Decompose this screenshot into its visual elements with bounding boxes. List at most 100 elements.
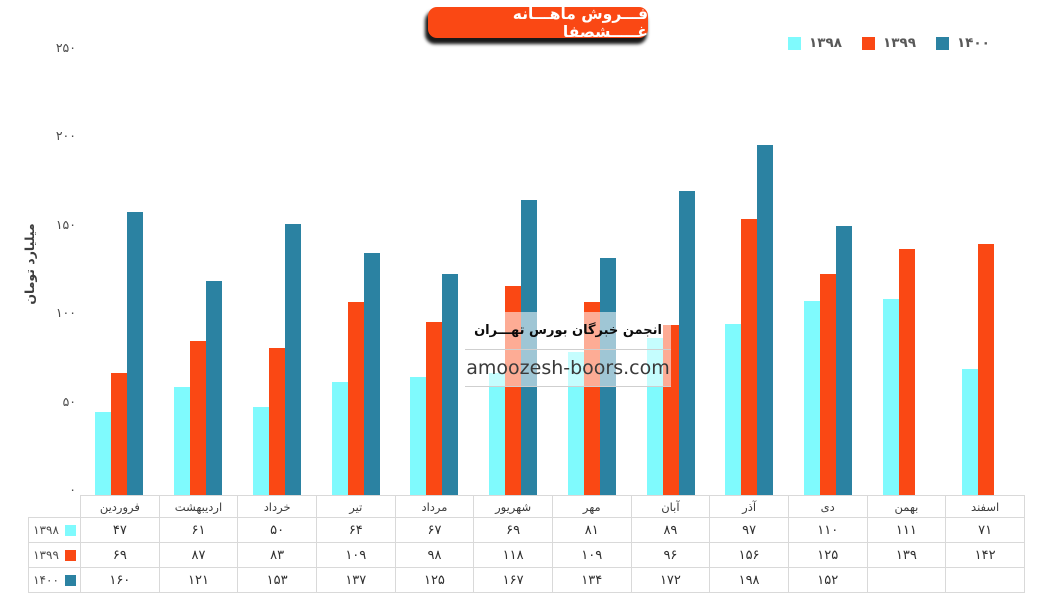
bar-1400-month-5: [442, 274, 459, 495]
table-cell-1398-month-9: ۹۷: [709, 517, 789, 543]
legend-label: ۱۴۰۰: [956, 35, 990, 51]
legend-swatch-icon: [861, 36, 875, 50]
watermark-divider: [465, 386, 671, 387]
table-cell-1400-month-11: [866, 567, 947, 593]
y-tick-label-100: ۱۰۰: [55, 305, 76, 321]
bar-1400-month-9: [757, 145, 774, 495]
bar-1399-month-10: [820, 274, 837, 495]
bar-group-9: [710, 53, 789, 495]
table-row-year-label: ۱۴۰۰: [33, 573, 59, 587]
bar-1399-month-11: [898, 249, 915, 495]
bar-1399-month-5: [426, 322, 443, 495]
table-cell-1399-month-6: ۱۱۸: [473, 542, 553, 568]
table-cell-1399-month-3: ۸۳: [237, 542, 317, 568]
table-cell-1399-month-2: ۸۷: [158, 542, 239, 568]
bar-1399-month-9: [741, 219, 758, 495]
bar-1400-month-1: [127, 212, 144, 495]
table-row-swatch-icon: [64, 524, 76, 536]
table-cell-1400-month-5: ۱۲۵: [394, 567, 475, 593]
table-row-header-1399: ۱۳۹۹: [28, 542, 81, 568]
bar-1399-month-4: [347, 302, 364, 495]
bar-1398-month-7: [567, 352, 584, 495]
bar-group-3: [238, 53, 317, 495]
table-cell-1400-month-1: ۱۶۰: [80, 567, 160, 593]
bar-group-6: [474, 53, 553, 495]
bar-group-5: [395, 53, 474, 495]
table-cell-1398-month-4: ۶۴: [315, 517, 396, 543]
bar-1398-month-6: [489, 373, 506, 495]
table-cell-1399-month-10: ۱۲۵: [787, 542, 868, 568]
table-month-header-4: تیر: [315, 495, 396, 518]
bar-group-11: [868, 53, 947, 495]
bar-group-7: [553, 53, 632, 495]
y-axis-title: میلیارد تومان: [22, 223, 37, 305]
table-row-swatch-icon: [64, 549, 76, 561]
bar-1398-month-3: [252, 407, 269, 495]
table-month-header-3: خرداد: [237, 495, 317, 518]
legend-swatch-icon: [788, 36, 801, 50]
bar-1400-month-4: [363, 253, 380, 495]
plot-area: [80, 53, 1025, 495]
table-cell-1398-month-5: ۶۷: [394, 517, 475, 543]
table-cell-1399-month-1: ۶۹: [80, 542, 160, 568]
table-cell-1400-month-12: [945, 567, 1025, 593]
table-cell-1399-month-4: ۱۰۹: [315, 542, 396, 568]
table-cell-1398-month-12: ۷۱: [945, 517, 1025, 543]
table-month-header-6: شهریور: [473, 495, 553, 518]
bar-1399-month-1: [111, 373, 128, 495]
table-cell-1400-month-10: ۱۵۲: [787, 567, 868, 593]
y-tick-label-0: ۰: [69, 482, 76, 497]
table-corner-blank: [29, 496, 81, 518]
bar-1400-month-2: [206, 281, 223, 495]
watermark-divider: [465, 349, 671, 350]
legend-label: ۱۳۹۸: [809, 35, 842, 51]
table-cell-1399-month-9: ۱۵۶: [709, 542, 789, 568]
table-cell-1399-month-5: ۹۸: [394, 542, 475, 568]
table-month-header-12: اسفند: [945, 495, 1025, 518]
watermark-url: amoozesh-boors.com: [466, 357, 670, 379]
table-month-header-1: فروردین: [80, 495, 160, 518]
bar-1399-month-12: [977, 244, 994, 495]
y-tick-label-150: ۱۵۰: [55, 216, 76, 232]
bar-1398-month-1: [95, 412, 112, 495]
y-tick-label-250: ۲۵۰: [55, 40, 76, 55]
legend-item-1399: ۱۳۹۹: [861, 35, 916, 51]
legend-swatch-icon: [935, 36, 949, 50]
table-cell-1398-month-6: ۶۹: [473, 517, 553, 543]
table-cell-1398-month-11: ۱۱۱: [866, 517, 947, 543]
legend-label: ۱۳۹۹: [882, 35, 916, 51]
table-cell-1398-month-8: ۸۹: [630, 517, 711, 543]
bar-1398-month-2: [174, 387, 191, 495]
table-row-year-label: ۱۳۹۸: [33, 523, 59, 537]
bar-1400-month-3: [284, 224, 301, 495]
table-month-header-9: آذر: [709, 495, 789, 518]
table-cell-1398-month-10: ۱۱۰: [787, 517, 868, 543]
table-month-header-7: مهر: [551, 495, 632, 518]
table-cell-1399-month-11: ۱۳۹: [866, 542, 947, 568]
bar-group-4: [316, 53, 395, 495]
bar-1400-month-10: [836, 226, 853, 495]
table-cell-1400-month-4: ۱۳۷: [315, 567, 396, 593]
table-cell-1400-month-3: ۱۵۳: [237, 567, 317, 593]
legend: ۱۳۹۸ ۱۳۹۹ ۱۴۰۰: [788, 35, 990, 51]
table-row-year-label: ۱۳۹۹: [33, 548, 59, 562]
table-cell-1398-month-1: ۴۷: [80, 517, 160, 543]
table-cell-1398-month-3: ۵۰: [237, 517, 317, 543]
chart-title: فـــروش ماهـــانه غـــــشصفا: [512, 4, 648, 41]
table-row-header-1400: ۱۴۰۰: [28, 567, 81, 593]
legend-item-1400: ۱۴۰۰: [935, 35, 990, 51]
table-row-1398: ۱۳۹۸ ۴۷ ۶۱ ۵۰ ۶۴ ۶۷ ۶۹ ۸۱ ۸۹ ۹۷ ۱۱۰ ۱۱۱ ۷۱: [28, 517, 1025, 543]
bar-group-2: [159, 53, 238, 495]
table-cell-1399-month-8: ۹۶: [630, 542, 711, 568]
table-cell-1399-month-7: ۱۰۹: [551, 542, 632, 568]
data-table: فروردین اردیبهشت خرداد تیر مرداد شهریور مهر آبا…: [28, 495, 1025, 593]
table-month-header-11: بهمن: [866, 495, 947, 518]
watermark-title: انجمن خبرگان بورس تهـــران: [474, 323, 662, 338]
bar-group-12: [946, 53, 1025, 495]
table-cell-1400-month-8: ۱۷۲: [630, 567, 711, 593]
table-month-header-2: اردیبهشت: [158, 495, 239, 518]
bar-1398-month-5: [410, 377, 427, 495]
table-row-1400: ۱۴۰۰ ۱۶۰ ۱۲۱ ۱۵۳ ۱۳۷ ۱۲۵ ۱۶۷ ۱۳۴ ۱۷۲ ۱۹۸ ۱۵۲: [28, 567, 1025, 593]
table-cell-1399-month-12: ۱۴۲: [945, 542, 1025, 568]
